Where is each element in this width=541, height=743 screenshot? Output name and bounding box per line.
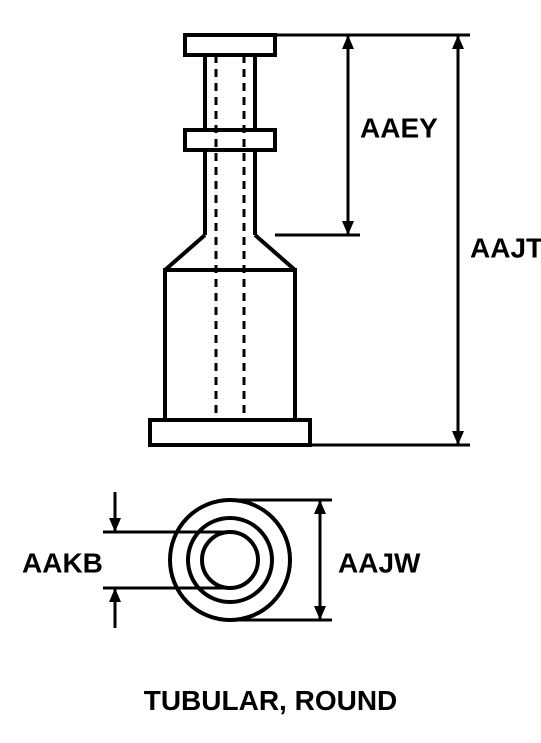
svg-text:AAKB: AAKB xyxy=(22,547,103,578)
caption-text: TUBULAR, ROUND xyxy=(0,685,541,717)
svg-text:AAEY: AAEY xyxy=(360,112,438,143)
svg-text:AAJW: AAJW xyxy=(338,547,421,578)
technical-drawing: AAEY AAJT AAJW AAKB xyxy=(0,0,541,743)
svg-text:AAJT: AAJT xyxy=(470,232,541,263)
